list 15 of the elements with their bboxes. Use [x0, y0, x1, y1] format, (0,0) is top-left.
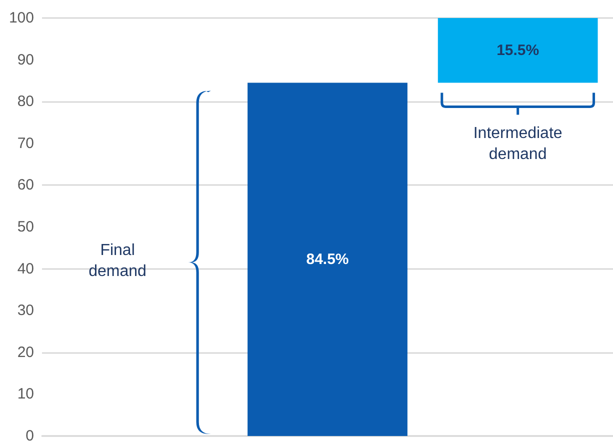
y-tick-label: 100	[8, 10, 34, 26]
y-tick-label: 0	[26, 428, 34, 444]
y-tick-label: 50	[17, 218, 34, 236]
y-tick-label: 30	[17, 302, 34, 320]
y-tick-label: 90	[17, 51, 34, 68]
annotation: Intermediate demand	[472, 124, 564, 165]
y-tick-label: 40	[17, 260, 34, 278]
data-label: 84.5%	[306, 250, 349, 268]
y-tick-label: 60	[17, 176, 34, 194]
y-tick-label: 70	[17, 134, 34, 152]
y-tick-label: 80	[17, 93, 34, 110]
y-tick-label: 20	[17, 344, 34, 361]
annotation: Final demand	[88, 241, 148, 282]
y-tick-label: 10	[17, 386, 34, 403]
data-label: 15.5%	[496, 42, 540, 59]
